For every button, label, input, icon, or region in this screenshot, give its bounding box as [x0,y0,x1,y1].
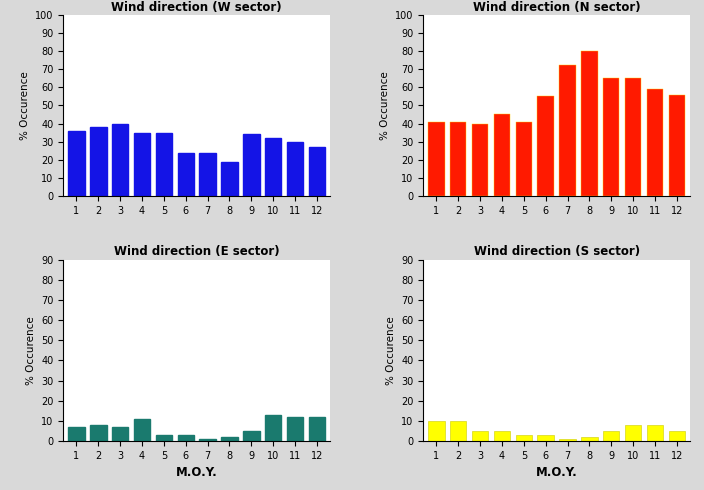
Bar [537,435,554,441]
Bar [243,431,260,441]
Bar [156,435,172,441]
Bar [287,142,303,196]
Bar [472,431,489,441]
Bar [428,421,445,441]
Bar [308,147,325,196]
Bar [625,425,641,441]
X-axis label: M.O.Y.: M.O.Y. [536,466,577,479]
Bar [68,131,84,196]
Title: Wind direction (S sector): Wind direction (S sector) [474,245,640,258]
Bar [134,133,150,196]
Bar [625,78,641,196]
X-axis label: M.O.Y.: M.O.Y. [176,466,218,479]
Bar [669,95,685,196]
Bar [494,115,510,196]
Bar [199,152,216,196]
Y-axis label: % Occurence: % Occurence [20,71,30,140]
Bar [560,439,576,441]
Bar [265,415,282,441]
Bar [494,431,510,441]
Bar [428,122,445,196]
Y-axis label: % Occurence: % Occurence [386,316,396,385]
Bar [582,437,598,441]
Bar [243,134,260,196]
Bar [308,417,325,441]
Bar [560,66,576,196]
Bar [221,162,238,196]
Bar [90,127,106,196]
Bar [603,78,620,196]
Bar [68,427,84,441]
Bar [90,425,106,441]
Bar [515,122,532,196]
Bar [450,122,467,196]
Bar [647,89,663,196]
Y-axis label: % Occurence: % Occurence [26,316,36,385]
Bar [265,138,282,196]
Bar [134,419,150,441]
Bar [177,152,194,196]
Y-axis label: % Occurence: % Occurence [379,71,389,140]
Bar [287,417,303,441]
Title: Wind direction (E sector): Wind direction (E sector) [114,245,279,258]
Bar [221,437,238,441]
Title: Wind direction (N sector): Wind direction (N sector) [473,0,641,14]
Bar [582,51,598,196]
Bar [472,123,489,196]
Bar [603,431,620,441]
Bar [669,431,685,441]
Bar [450,421,467,441]
Bar [537,97,554,196]
Bar [177,435,194,441]
Title: Wind direction (W sector): Wind direction (W sector) [111,0,282,14]
Bar [515,435,532,441]
Bar [112,427,128,441]
Bar [112,123,128,196]
Bar [647,425,663,441]
Bar [156,133,172,196]
Bar [199,439,216,441]
